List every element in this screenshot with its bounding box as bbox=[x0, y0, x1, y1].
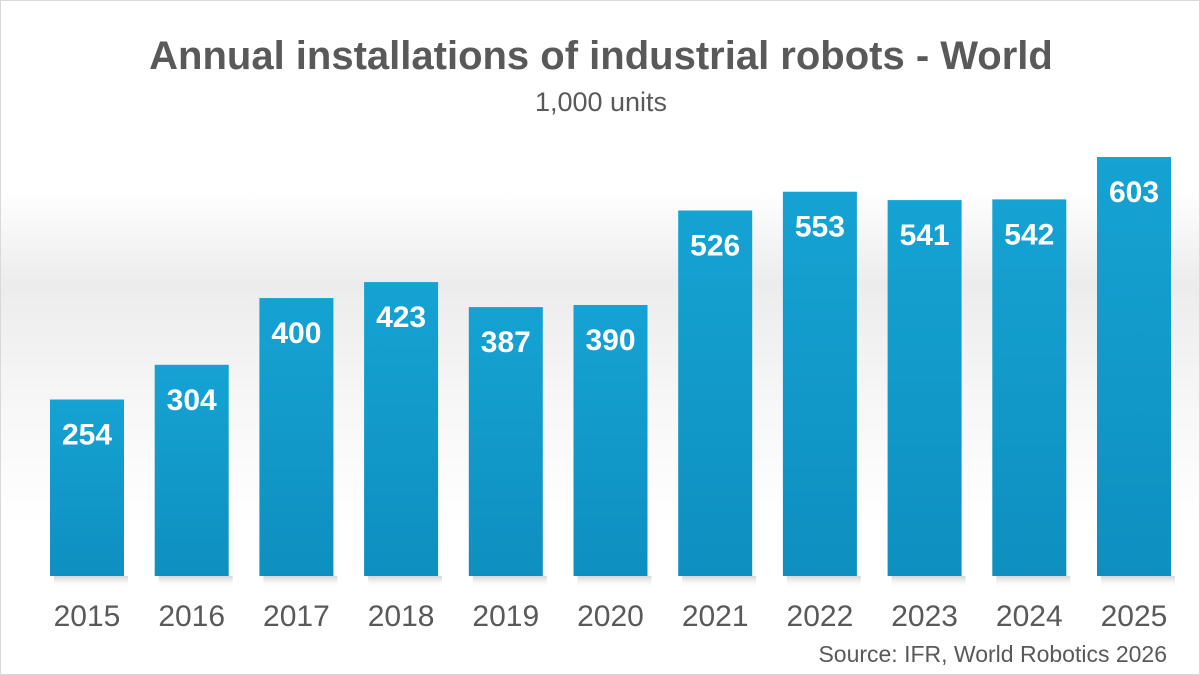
bar-shadow bbox=[996, 576, 1071, 588]
bar-value-label: 390 bbox=[585, 324, 635, 357]
bar-shadow bbox=[786, 576, 861, 588]
bar-2025 bbox=[1097, 157, 1171, 576]
bar-value-label: 603 bbox=[1109, 176, 1159, 209]
bar-2018 bbox=[364, 282, 439, 576]
bar-value-label: 400 bbox=[271, 317, 321, 350]
bar-2022 bbox=[782, 191, 857, 576]
bar-value-label: 542 bbox=[1004, 218, 1054, 251]
x-tick-label: 2015 bbox=[54, 600, 121, 633]
bar-value-label: 387 bbox=[481, 326, 531, 359]
x-tick-label: 2019 bbox=[472, 600, 539, 633]
bar-2019 bbox=[468, 307, 543, 576]
bar-2024 bbox=[992, 199, 1067, 576]
bar-shadow bbox=[1101, 576, 1175, 588]
x-tick-label: 2017 bbox=[263, 600, 330, 633]
bar-value-label: 541 bbox=[900, 219, 950, 252]
x-tick-label: 2016 bbox=[158, 600, 225, 633]
bar-shadow bbox=[472, 576, 547, 588]
x-tick-label: 2018 bbox=[368, 600, 435, 633]
bar-2021 bbox=[678, 210, 753, 576]
bar-2017 bbox=[259, 298, 334, 576]
bar-shadow bbox=[577, 576, 652, 588]
bar-value-label: 254 bbox=[62, 419, 112, 452]
bar-shadow bbox=[682, 576, 757, 588]
bar-shadow bbox=[263, 576, 338, 588]
x-tick-label: 2020 bbox=[577, 600, 644, 633]
bar-2016 bbox=[154, 364, 229, 576]
bar-2023 bbox=[887, 200, 962, 577]
x-tick-label: 2025 bbox=[1101, 600, 1168, 633]
bars-group: 254 304 400 423 387 390 526 553 541 542 603 bbox=[50, 157, 1175, 588]
x-tick-label: 2023 bbox=[891, 600, 958, 633]
x-tick-label: 2022 bbox=[787, 600, 854, 633]
bar-shadow bbox=[891, 576, 966, 588]
x-tick-label: 2021 bbox=[682, 600, 749, 633]
source-note: Source: IFR, World Robotics 2026 bbox=[818, 641, 1167, 667]
bar-2015 bbox=[50, 399, 124, 576]
x-tick-label: 2024 bbox=[996, 600, 1063, 633]
chart-title: Annual installations of industrial robot… bbox=[149, 34, 1053, 78]
x-axis-ticks: 2015 2016 2017 2018 2019 2020 2021 2022 2023 2024… bbox=[54, 600, 1168, 633]
bar-value-label: 304 bbox=[167, 384, 217, 417]
bar-value-label: 553 bbox=[795, 211, 845, 244]
bar-shadow bbox=[54, 576, 128, 588]
bar-value-label: 423 bbox=[376, 301, 426, 334]
bar-shadow bbox=[158, 576, 233, 588]
bar-value-label: 526 bbox=[690, 230, 740, 263]
chart-subtitle: 1,000 units bbox=[534, 87, 668, 117]
bar-shadow bbox=[368, 576, 443, 588]
bar-2020 bbox=[573, 305, 648, 576]
